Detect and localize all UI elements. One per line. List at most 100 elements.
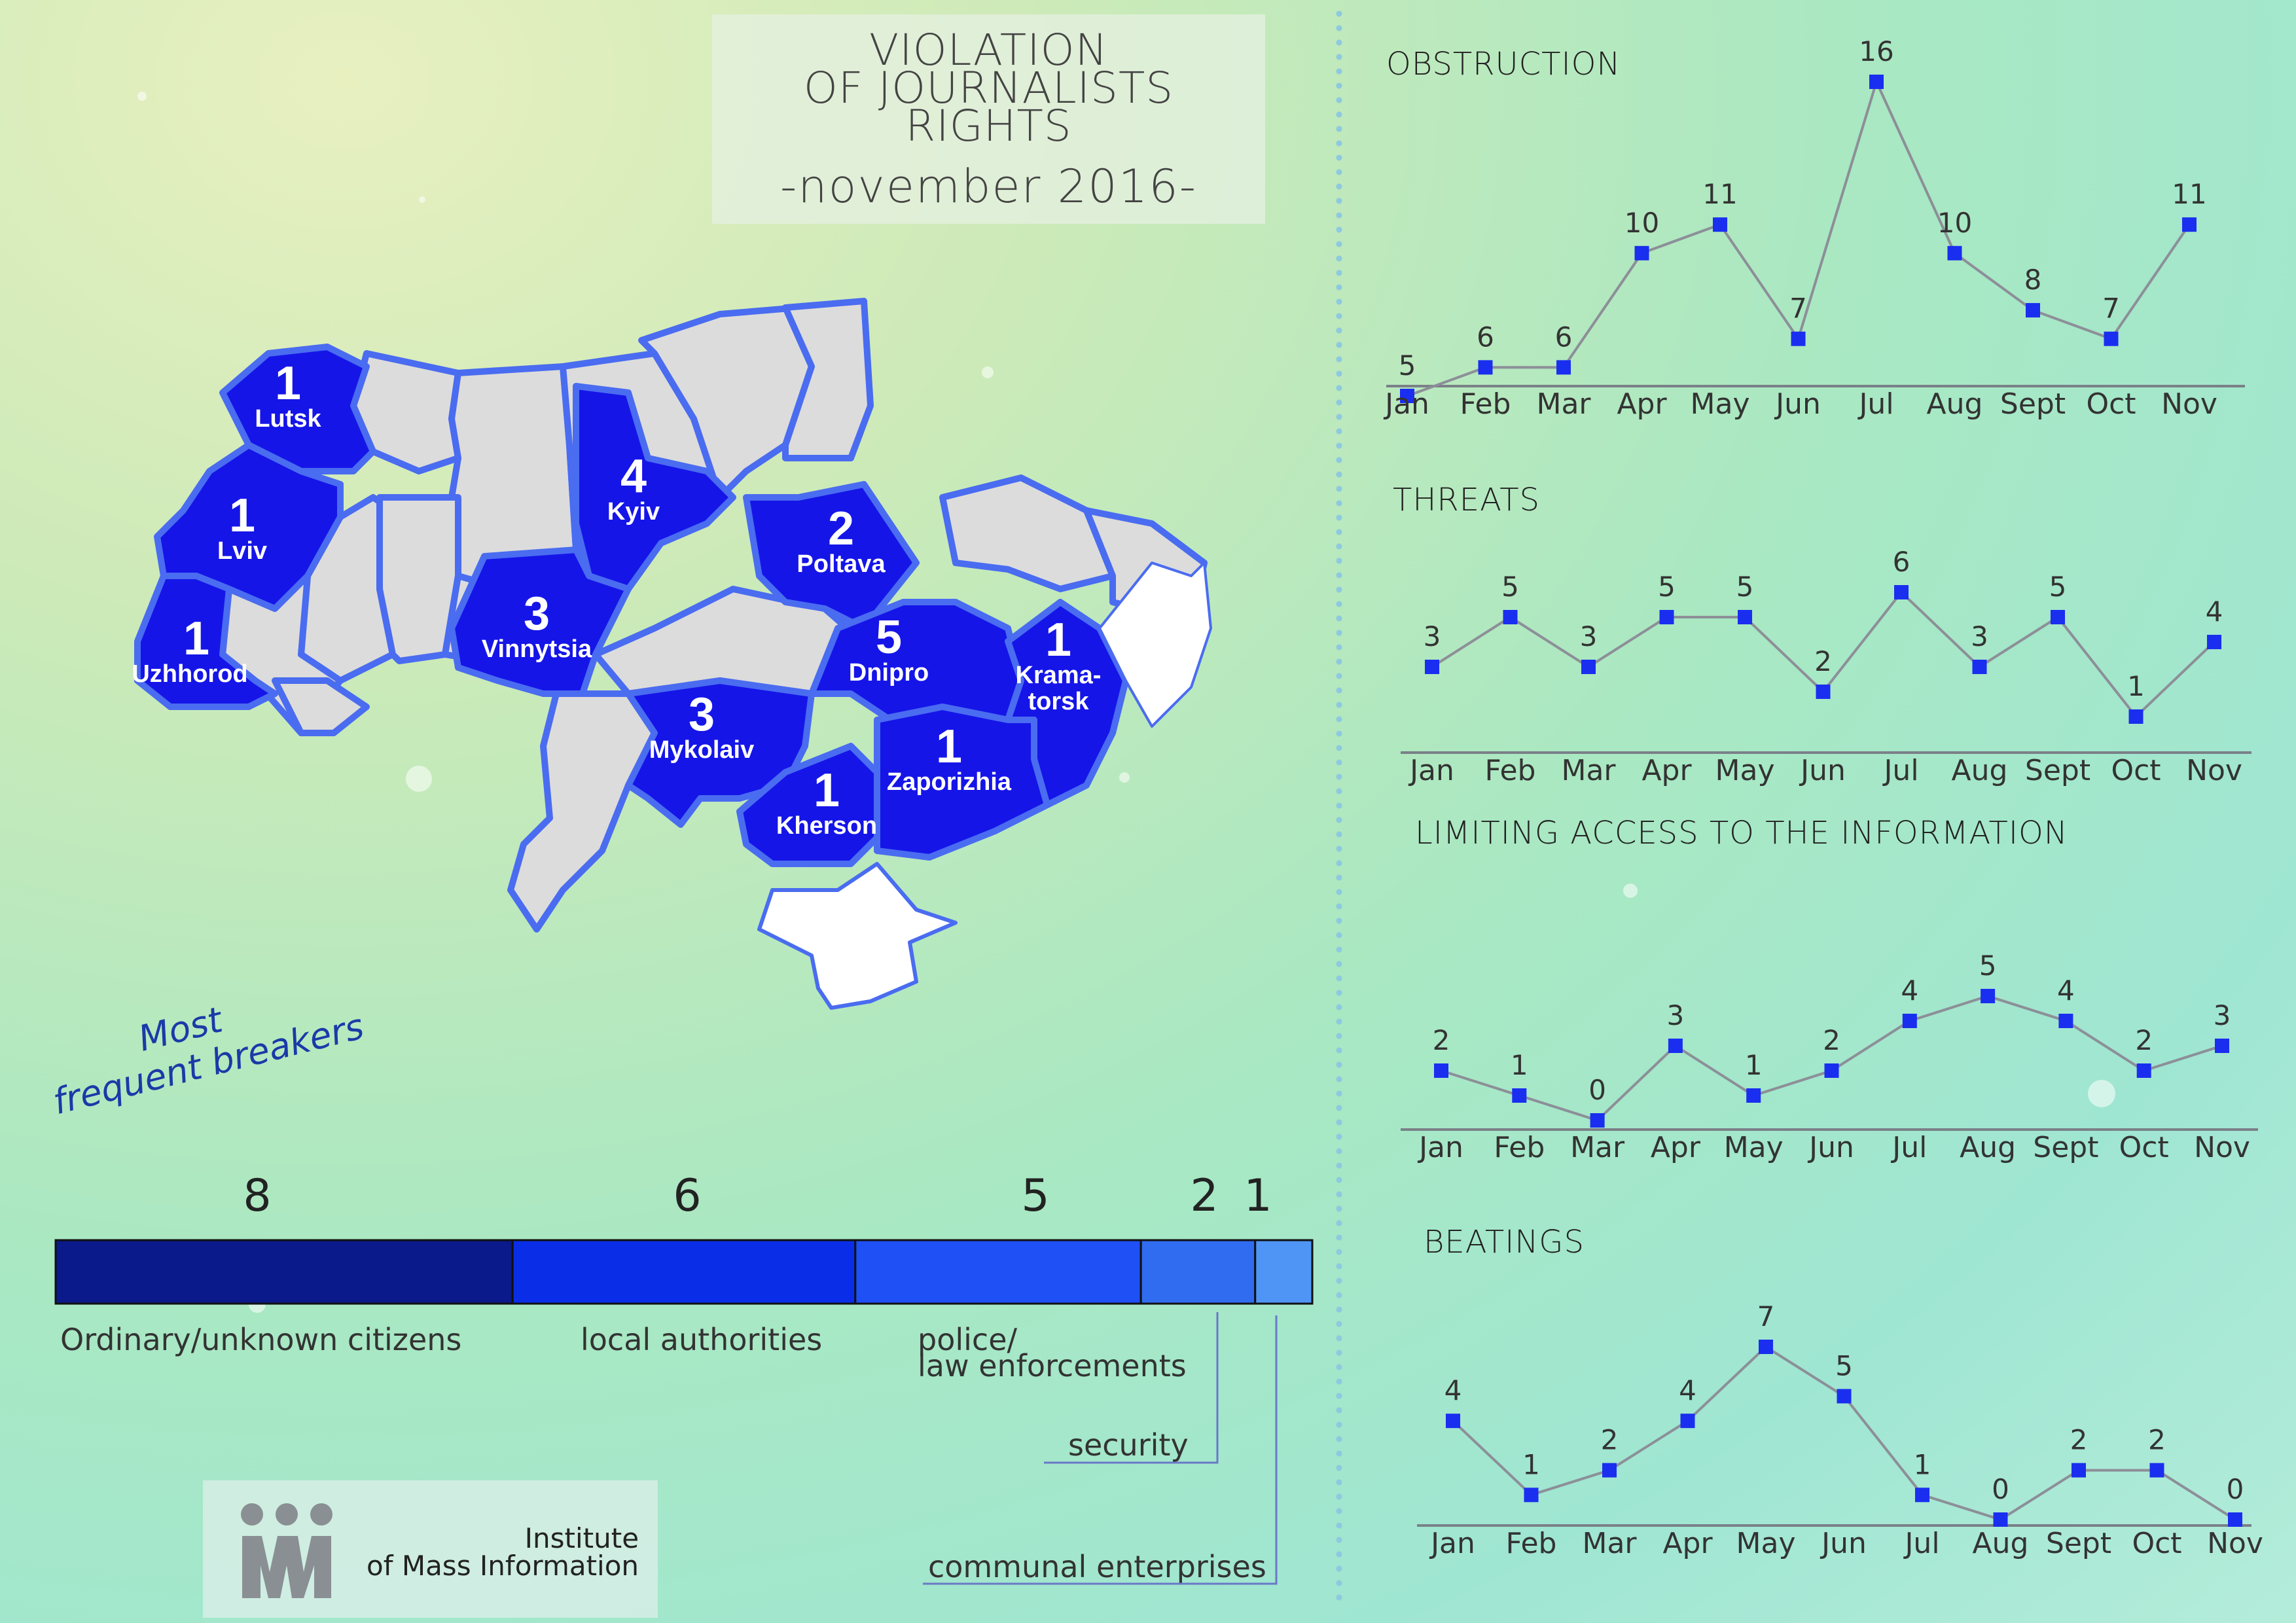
x-tick-label: Oct bbox=[2086, 387, 2136, 421]
data-point bbox=[1993, 1512, 2008, 1527]
data-label: 3 bbox=[1424, 620, 1441, 652]
data-label: 3 bbox=[2214, 999, 2231, 1031]
background-speck bbox=[419, 196, 425, 203]
region-labels: 1Lutsk1Lviv1Uzhhorod4Kyiv3Vinnytsia2Polt… bbox=[132, 357, 1101, 840]
region-name: Lutsk bbox=[255, 405, 321, 433]
data-point bbox=[1503, 610, 1518, 624]
map-region-highlight bbox=[134, 573, 278, 710]
x-tick-label: Jun bbox=[1799, 754, 1846, 787]
breaker-value: 8 bbox=[243, 1170, 271, 1222]
region-name: Kherson bbox=[776, 812, 877, 840]
data-label: 5 bbox=[1736, 571, 1754, 603]
x-tick-label: Aug bbox=[1952, 754, 2008, 787]
data-label: 5 bbox=[1979, 950, 1997, 982]
x-tick-label: Apr bbox=[1641, 754, 1692, 787]
region-value: 2 bbox=[828, 503, 854, 555]
data-label: 16 bbox=[1859, 35, 1893, 67]
region-value: 3 bbox=[524, 588, 550, 640]
logo-text-line-2: of Mass Information bbox=[367, 1550, 639, 1582]
data-label: 2 bbox=[1601, 1424, 1619, 1456]
x-tick-label: Oct bbox=[2111, 754, 2161, 787]
data-point bbox=[1478, 360, 1493, 375]
data-label: 4 bbox=[1679, 1374, 1696, 1406]
map-region-highlight bbox=[448, 546, 632, 697]
breaker-label: communal enterprises bbox=[928, 1549, 1266, 1584]
x-tick-label: Apr bbox=[1662, 1527, 1713, 1560]
breaker-label: law enforcements bbox=[918, 1348, 1187, 1383]
map-region-highlight bbox=[874, 704, 1050, 861]
data-label: 7 bbox=[1757, 1300, 1775, 1332]
background-speck bbox=[406, 766, 432, 792]
data-label: 7 bbox=[1789, 293, 1807, 325]
map-region-occupied bbox=[757, 862, 958, 1010]
logo-text: Institute of Mass Information bbox=[367, 1525, 639, 1580]
x-tick-label: Oct bbox=[2132, 1527, 2181, 1560]
data-label: 5 bbox=[1835, 1349, 1853, 1382]
data-point bbox=[1602, 1463, 1617, 1478]
data-label: 2 bbox=[1823, 1024, 1840, 1056]
x-tick-label: May bbox=[1736, 1527, 1796, 1560]
data-label: 6 bbox=[1555, 321, 1573, 353]
data-point bbox=[1680, 1414, 1695, 1429]
data-point bbox=[2207, 635, 2221, 649]
breaker-value: 2 bbox=[1190, 1170, 1218, 1222]
x-tick-label: Feb bbox=[1494, 1131, 1545, 1164]
background-speck bbox=[982, 366, 994, 378]
line-chart: 3 Jan 5 Feb 3 Mar 5 Apr 5 May 2 Jun 6 Jul 3 Aug 5 Sept 1 Oc… bbox=[1401, 546, 2251, 787]
region-value: 1 bbox=[1045, 614, 1071, 666]
data-point bbox=[2104, 331, 2119, 346]
series-line bbox=[1407, 78, 2191, 397]
data-point bbox=[2215, 1039, 2229, 1053]
map-region-plain bbox=[782, 298, 874, 461]
x-tick-label: Jun bbox=[1774, 387, 1821, 421]
breaker-label: Ordinary/unknown citizens bbox=[60, 1322, 461, 1357]
breaker-segment bbox=[1139, 1239, 1257, 1305]
region-name: Krama- bbox=[1016, 662, 1102, 689]
data-label: 2 bbox=[2070, 1424, 2088, 1456]
data-point bbox=[1425, 660, 1439, 674]
region-value: 1 bbox=[814, 764, 840, 817]
region-name: Uzhhorod bbox=[132, 660, 247, 688]
data-point bbox=[1556, 360, 1571, 375]
data-point bbox=[2128, 709, 2144, 724]
data-label: 2 bbox=[2148, 1424, 2166, 1456]
data-label: 11 bbox=[1702, 178, 1737, 210]
data-point bbox=[2182, 217, 2197, 232]
data-point bbox=[2149, 1463, 2164, 1478]
background-speck bbox=[1119, 772, 1130, 783]
region-value: 3 bbox=[689, 688, 715, 741]
x-tick-label: Apr bbox=[1617, 387, 1667, 421]
x-tick-label: Jun bbox=[1807, 1131, 1854, 1164]
data-label: 1 bbox=[1745, 1049, 1763, 1081]
region-name: Dnipro bbox=[849, 659, 929, 687]
region-value: 1 bbox=[229, 490, 255, 542]
x-tick-label: Feb bbox=[1506, 1527, 1557, 1560]
map-region-plain bbox=[638, 304, 815, 501]
breaker-value: 5 bbox=[1021, 1170, 1049, 1222]
region-value: 1 bbox=[183, 613, 209, 665]
logo-text-line-1: Institute bbox=[524, 1522, 639, 1554]
data-point bbox=[1512, 1088, 1527, 1103]
chart-title-obstruction: OBSTRUCTION bbox=[1386, 46, 1621, 82]
data-point bbox=[1816, 685, 1831, 699]
map-region-plain bbox=[939, 474, 1116, 592]
data-label: 0 bbox=[1588, 1074, 1606, 1106]
data-label: 5 bbox=[2049, 571, 2067, 603]
data-point bbox=[2228, 1512, 2242, 1527]
data-label: 4 bbox=[2206, 596, 2223, 628]
data-point bbox=[1446, 1414, 1460, 1429]
x-tick-label: Feb bbox=[1485, 754, 1536, 787]
data-label: 7 bbox=[2102, 293, 2120, 325]
x-tick-label: Mar bbox=[1570, 1131, 1625, 1164]
leader-line-security bbox=[1044, 1312, 1219, 1464]
map-region-occupied bbox=[1098, 562, 1212, 728]
data-label: 4 bbox=[1901, 974, 1918, 1007]
x-tick-label: Jan bbox=[1429, 1527, 1475, 1560]
region-value: 1 bbox=[936, 721, 962, 773]
title-box: VIOLATION OF JOURNALISTS RIGHTS -novembe… bbox=[712, 14, 1265, 224]
data-label: 11 bbox=[2172, 178, 2206, 210]
data-point bbox=[1668, 1039, 1683, 1053]
data-point bbox=[1902, 1014, 1917, 1028]
breaker-segment bbox=[54, 1239, 514, 1305]
